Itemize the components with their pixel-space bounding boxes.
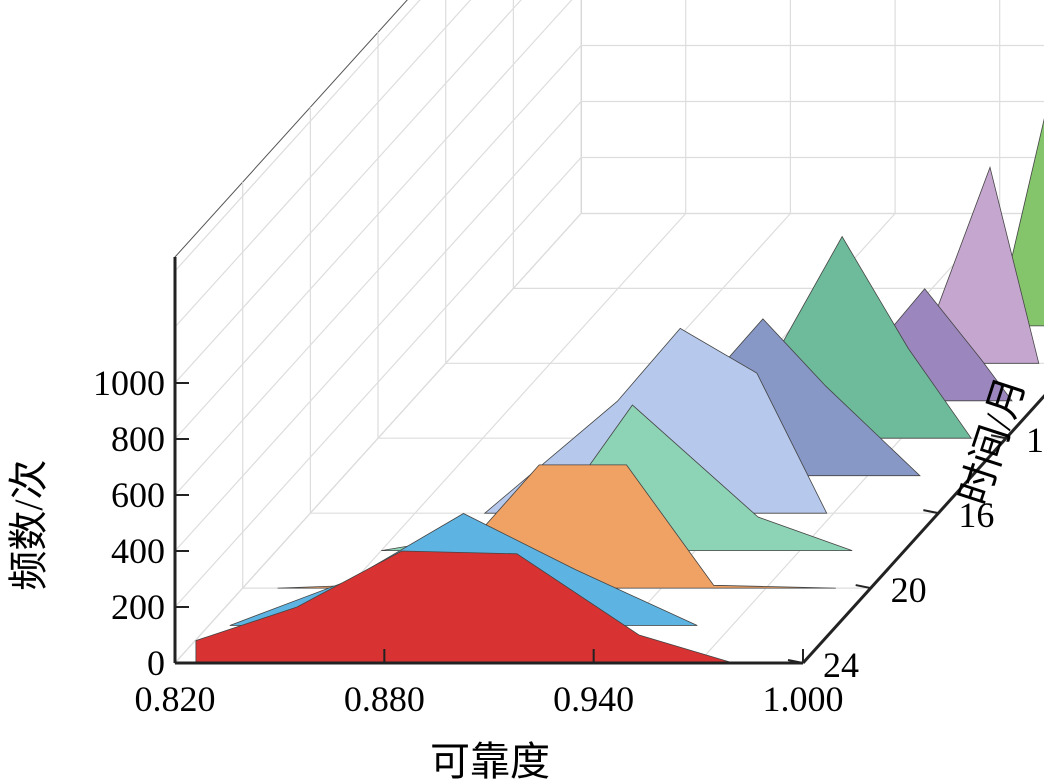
chart-surfaces: [195, 118, 1044, 664]
y-tick: [990, 434, 1007, 440]
y-tick: [855, 584, 871, 590]
z-tick-label: 800: [111, 419, 165, 459]
x-tick-label: 1.000: [763, 679, 844, 719]
x-axis-title: 可靠度: [430, 739, 550, 783]
y-tick-label: 24: [823, 645, 859, 685]
y-tick-label: 16: [958, 495, 994, 535]
chart-axes: [173, 257, 1044, 665]
x-tick-label: 0.820: [135, 679, 216, 719]
z-axis-title: 频数/次: [6, 459, 51, 590]
chart-labels: 0.8200.8800.9401.00002004006008001000048…: [93, 363, 1044, 719]
z-tick-label: 0: [147, 643, 165, 683]
height-grid-line: [174, 0, 573, 440]
series-area-t24: [195, 550, 734, 664]
y-axis-line: [801, 394, 1044, 665]
z-tick-label: 400: [111, 531, 165, 571]
back-wall-frame: [580, 0, 1044, 214]
height-grid-line: [174, 0, 472, 328]
height-grid-line: [174, 0, 522, 384]
y-tick: [787, 659, 804, 664]
height-grid-line: [174, 0, 421, 272]
z-tick-label: 200: [111, 587, 165, 627]
height-grid-line: [174, 100, 1044, 552]
y-tick-label: 20: [891, 570, 927, 610]
x-tick-label: 0.880: [344, 679, 425, 719]
y-tick: [923, 509, 939, 515]
x-tick-label: 0.940: [553, 679, 634, 719]
y-tick-label: 12: [1026, 420, 1044, 460]
height-grid-line: [174, 44, 1044, 496]
z-tick-label: 600: [111, 475, 165, 515]
height-grid-line: [174, 156, 1044, 608]
z-tick-label: 1000: [93, 363, 165, 403]
